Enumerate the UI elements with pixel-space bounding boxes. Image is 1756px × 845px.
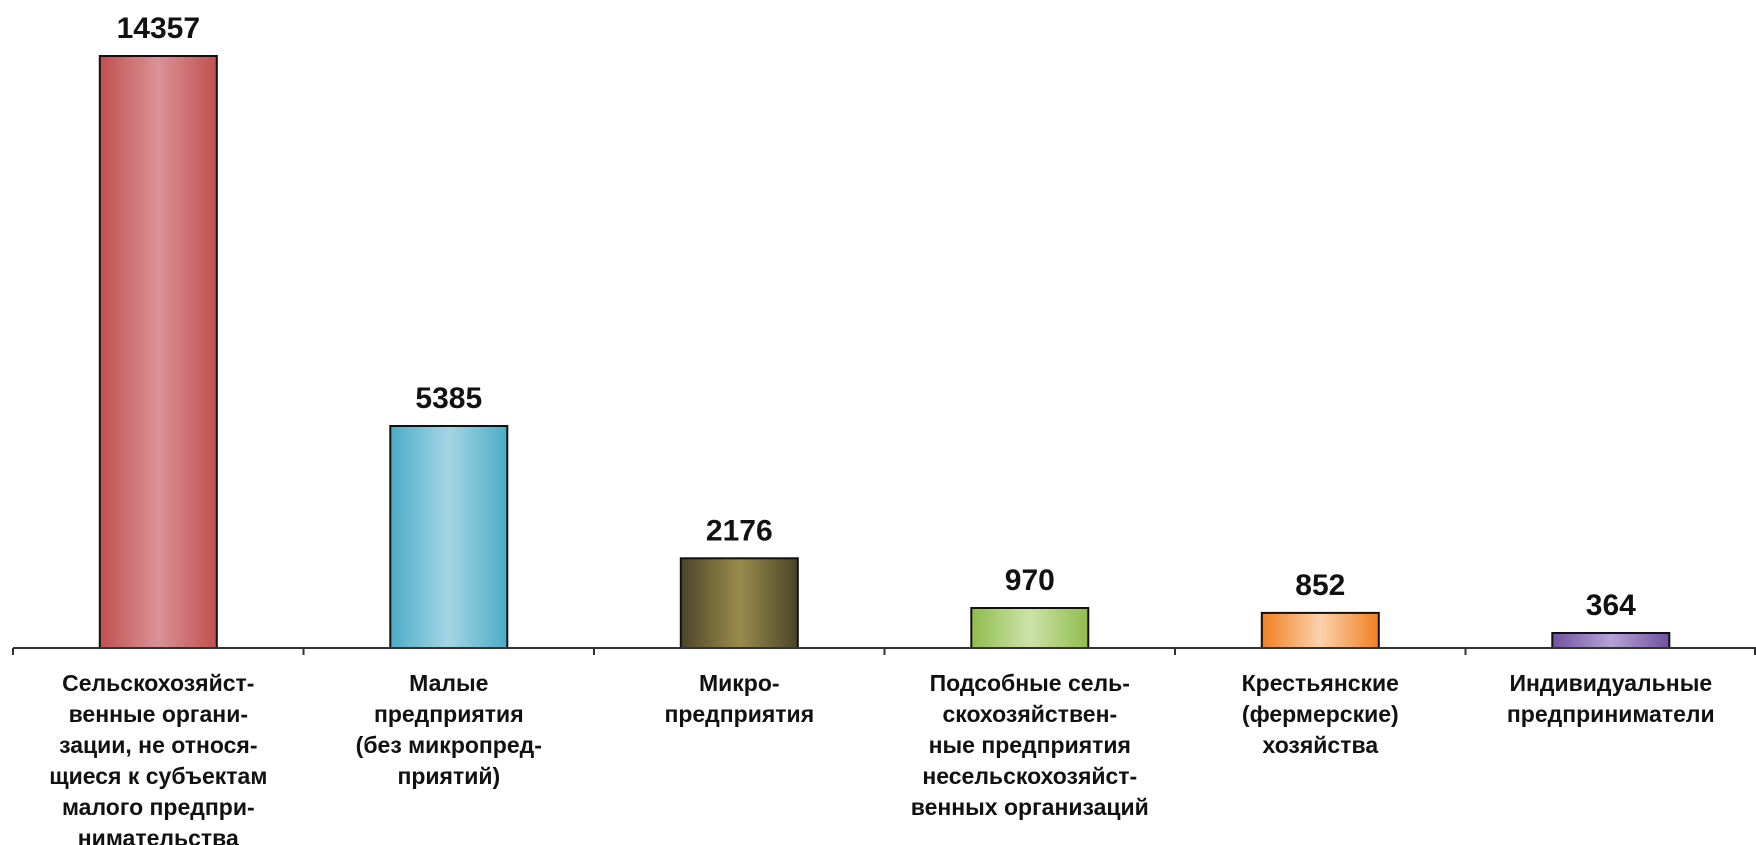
bar-5: [1260, 611, 1380, 650]
category-labels: Сельскохозяйст-венные органи-зации, не о…: [49, 670, 1714, 845]
bar-3: [679, 557, 799, 649]
bar-4: [970, 607, 1090, 649]
category-label-3: Микро-предприятия: [664, 670, 814, 727]
category-label-2: Малые предприятия (без микропред-приятий): [356, 670, 542, 789]
category-label-1: Сельскохозяйст-венные органи-зации, не о…: [49, 670, 267, 845]
bars-layer: [98, 55, 1671, 650]
category-label-6: Индивидуальные предприниматели: [1507, 670, 1715, 727]
x-axis: [12, 647, 1756, 655]
data-label-6: 364: [1586, 589, 1636, 622]
category-label-5: Крестьянские (фермерские) хозяйства: [1242, 670, 1399, 758]
data-label-1: 14357: [117, 12, 200, 45]
bar-6: [1551, 632, 1671, 649]
category-label-4: Подсобные сель-скохозяйствен-ные предпри…: [911, 670, 1149, 820]
data-label-5: 852: [1295, 569, 1345, 602]
data-labels: 14357 5385 2176 970 852 364: [117, 12, 1637, 622]
bar-1: [98, 55, 218, 649]
bar-2: [389, 425, 509, 649]
data-label-3: 2176: [706, 514, 773, 547]
data-label-4: 970: [1005, 564, 1055, 597]
data-label-2: 5385: [415, 382, 482, 415]
